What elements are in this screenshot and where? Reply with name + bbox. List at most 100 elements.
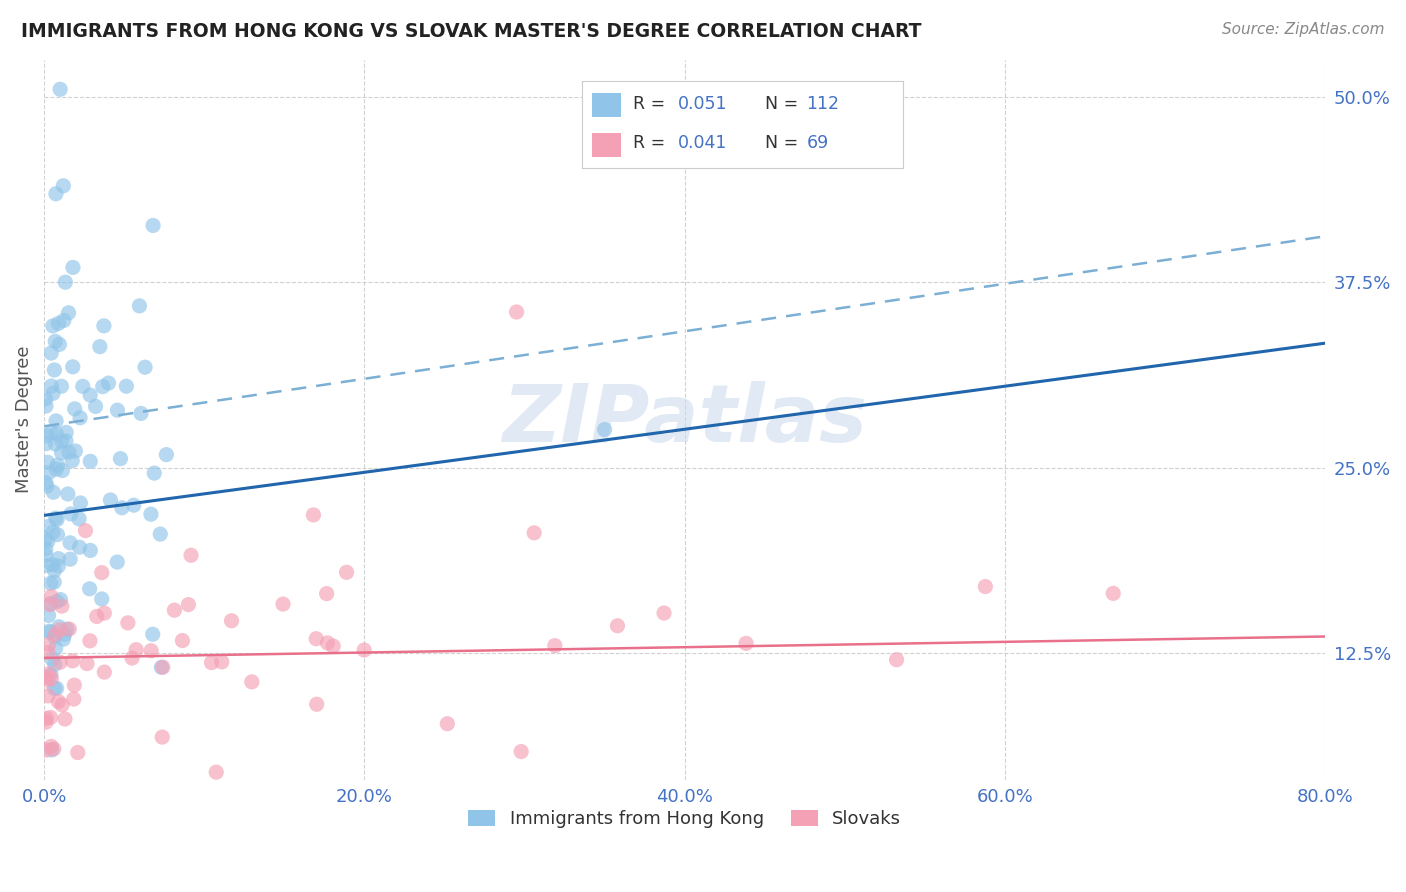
Point	[302, 508, 325, 522]
Point	[150, 660, 173, 674]
Point	[322, 639, 344, 653]
Point	[52, 632, 75, 647]
Point	[205, 765, 228, 780]
Point	[35, 673, 58, 688]
Point	[93, 606, 115, 620]
Point	[45, 511, 67, 525]
Point	[62, 260, 84, 275]
Point	[45, 681, 67, 696]
Point	[58, 306, 80, 320]
Point	[56, 487, 79, 501]
Point	[39, 590, 62, 604]
Point	[142, 627, 165, 641]
Point	[42, 386, 65, 401]
Point	[134, 360, 156, 375]
Point	[139, 644, 162, 658]
Point	[79, 543, 101, 558]
Point	[49, 82, 72, 96]
Point	[93, 665, 115, 679]
Point	[128, 299, 150, 313]
Point	[62, 654, 84, 668]
Point	[122, 498, 145, 512]
Point	[51, 446, 73, 460]
Point	[44, 334, 66, 349]
Point	[200, 656, 222, 670]
Point	[59, 507, 82, 521]
Point	[305, 632, 328, 646]
Point	[240, 674, 263, 689]
Point	[38, 608, 60, 623]
Point	[593, 423, 616, 437]
Point	[44, 363, 66, 377]
Point	[90, 591, 112, 606]
Point	[79, 582, 101, 596]
Point	[42, 485, 65, 500]
Point	[125, 642, 148, 657]
Y-axis label: Master's Degree: Master's Degree	[15, 346, 32, 493]
Point	[97, 376, 120, 390]
Point	[91, 379, 114, 393]
Point	[35, 392, 58, 406]
Point	[652, 606, 675, 620]
Point	[89, 340, 111, 354]
Point	[39, 346, 62, 360]
Point	[211, 655, 233, 669]
Point	[49, 592, 72, 607]
Point	[66, 746, 89, 760]
Point	[38, 666, 60, 681]
Point	[76, 657, 98, 671]
Point	[48, 551, 70, 566]
Point	[51, 698, 73, 712]
Point	[48, 317, 70, 331]
Point	[79, 454, 101, 468]
Point	[67, 512, 90, 526]
Point	[45, 414, 67, 428]
Point	[886, 653, 908, 667]
Point	[142, 219, 165, 233]
Point	[79, 633, 101, 648]
Text: ZIPatlas: ZIPatlas	[502, 381, 868, 458]
Point	[1102, 586, 1125, 600]
Point	[39, 425, 62, 440]
Point	[39, 597, 62, 611]
Point	[84, 400, 107, 414]
Point	[37, 534, 59, 549]
Point	[35, 479, 58, 493]
Point	[53, 712, 76, 726]
Point	[35, 428, 58, 442]
Point	[41, 379, 63, 393]
Text: Source: ZipAtlas.com: Source: ZipAtlas.com	[1222, 22, 1385, 37]
Point	[150, 730, 173, 744]
Point	[39, 576, 62, 591]
Point	[56, 622, 79, 636]
Point	[100, 493, 122, 508]
Point	[152, 660, 174, 674]
Point	[59, 552, 82, 566]
Point	[63, 678, 86, 692]
Point	[53, 275, 76, 289]
Point	[117, 615, 139, 630]
Point	[51, 464, 73, 478]
Point	[45, 462, 67, 476]
Point	[58, 622, 80, 636]
Point	[72, 379, 94, 393]
Point	[38, 519, 60, 533]
Point	[172, 633, 194, 648]
Point	[93, 318, 115, 333]
Point	[55, 434, 77, 448]
Point	[38, 466, 60, 480]
Point	[49, 655, 72, 669]
Point	[58, 445, 80, 459]
Point	[55, 425, 77, 440]
Point	[39, 668, 62, 682]
Point	[86, 609, 108, 624]
Point	[35, 743, 58, 757]
Point	[115, 379, 138, 393]
Point	[44, 681, 66, 696]
Point	[315, 586, 337, 600]
Point	[606, 619, 628, 633]
Point	[305, 698, 328, 712]
Point	[505, 305, 527, 319]
Point	[44, 627, 66, 641]
Point	[35, 533, 58, 547]
